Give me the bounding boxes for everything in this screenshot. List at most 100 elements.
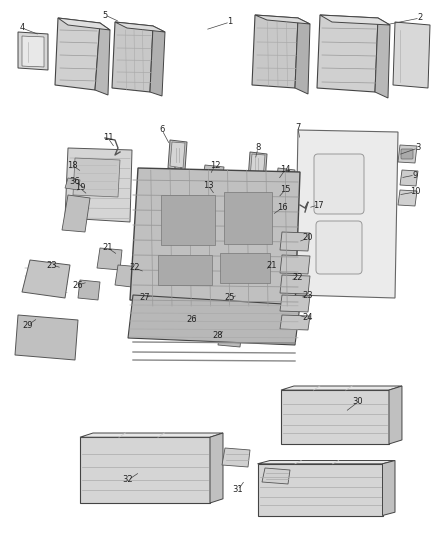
Text: 12: 12	[210, 160, 220, 169]
Polygon shape	[18, 32, 48, 70]
Polygon shape	[258, 464, 382, 515]
Text: 26: 26	[73, 280, 83, 289]
Polygon shape	[222, 448, 250, 467]
Polygon shape	[190, 312, 212, 332]
Text: 2: 2	[417, 13, 423, 22]
Polygon shape	[161, 195, 215, 245]
Polygon shape	[95, 23, 110, 95]
Polygon shape	[97, 248, 122, 270]
Polygon shape	[220, 253, 270, 283]
Text: 20: 20	[303, 233, 313, 243]
Text: 21: 21	[267, 261, 277, 270]
Polygon shape	[255, 15, 310, 24]
Polygon shape	[280, 232, 310, 251]
Text: 19: 19	[75, 183, 85, 192]
Text: 14: 14	[280, 166, 290, 174]
Text: 26: 26	[187, 316, 197, 325]
Polygon shape	[262, 468, 290, 484]
Polygon shape	[218, 328, 242, 347]
Polygon shape	[58, 18, 110, 30]
Text: 31: 31	[233, 486, 244, 495]
Text: 16: 16	[277, 204, 287, 213]
Polygon shape	[375, 18, 390, 98]
Text: 8: 8	[255, 143, 261, 152]
FancyBboxPatch shape	[401, 149, 413, 159]
Polygon shape	[248, 152, 267, 182]
Polygon shape	[22, 36, 44, 67]
Polygon shape	[280, 295, 310, 312]
Polygon shape	[317, 15, 378, 92]
Polygon shape	[400, 170, 418, 186]
Polygon shape	[115, 22, 165, 32]
Polygon shape	[170, 142, 185, 168]
Polygon shape	[80, 433, 223, 437]
Text: 23: 23	[47, 261, 57, 270]
Text: 7: 7	[295, 124, 301, 133]
Text: 15: 15	[280, 185, 290, 195]
Polygon shape	[62, 195, 90, 232]
FancyBboxPatch shape	[314, 154, 364, 214]
Polygon shape	[389, 386, 402, 444]
Polygon shape	[65, 148, 132, 222]
Polygon shape	[320, 15, 390, 25]
Polygon shape	[280, 315, 310, 330]
Text: 5: 5	[102, 11, 108, 20]
Polygon shape	[22, 260, 70, 298]
Polygon shape	[295, 130, 398, 298]
Polygon shape	[158, 255, 212, 285]
Polygon shape	[115, 265, 142, 288]
FancyBboxPatch shape	[316, 221, 362, 274]
Text: 13: 13	[203, 181, 213, 190]
Polygon shape	[210, 433, 223, 503]
Text: 29: 29	[23, 320, 33, 329]
Polygon shape	[145, 295, 167, 322]
Text: 30: 30	[353, 398, 363, 407]
Polygon shape	[55, 18, 100, 90]
Text: 36: 36	[70, 177, 81, 187]
Polygon shape	[295, 18, 310, 94]
Polygon shape	[232, 290, 265, 312]
Text: 10: 10	[410, 188, 420, 197]
Text: 24: 24	[303, 313, 313, 322]
Text: 17: 17	[313, 200, 323, 209]
Text: 23: 23	[303, 290, 313, 300]
Text: 27: 27	[140, 294, 150, 303]
Polygon shape	[150, 26, 165, 96]
Text: 9: 9	[412, 171, 417, 180]
Text: 28: 28	[213, 330, 223, 340]
Polygon shape	[80, 437, 210, 503]
Polygon shape	[398, 190, 417, 206]
Polygon shape	[280, 255, 310, 274]
Text: 6: 6	[159, 125, 165, 134]
Polygon shape	[15, 315, 78, 360]
Text: 3: 3	[415, 143, 420, 152]
Polygon shape	[128, 295, 300, 345]
Polygon shape	[65, 178, 80, 190]
Polygon shape	[202, 165, 224, 184]
Polygon shape	[112, 22, 153, 92]
Polygon shape	[258, 461, 395, 464]
Polygon shape	[224, 192, 272, 244]
Circle shape	[150, 303, 160, 313]
Polygon shape	[250, 154, 265, 180]
Polygon shape	[393, 22, 430, 88]
Text: 25: 25	[225, 294, 235, 303]
Polygon shape	[281, 390, 389, 444]
Text: 32: 32	[123, 475, 133, 484]
Polygon shape	[78, 280, 100, 300]
Circle shape	[196, 316, 204, 324]
Polygon shape	[130, 168, 300, 308]
Polygon shape	[73, 158, 120, 197]
Polygon shape	[168, 140, 187, 170]
Text: 22: 22	[130, 263, 140, 272]
Text: 22: 22	[293, 273, 303, 282]
Polygon shape	[252, 15, 298, 88]
Polygon shape	[398, 145, 417, 163]
Polygon shape	[382, 461, 395, 515]
Text: 18: 18	[67, 160, 78, 169]
Polygon shape	[280, 275, 310, 294]
Text: 21: 21	[103, 244, 113, 253]
Polygon shape	[281, 386, 402, 390]
Polygon shape	[275, 168, 295, 197]
Text: 1: 1	[227, 18, 233, 27]
